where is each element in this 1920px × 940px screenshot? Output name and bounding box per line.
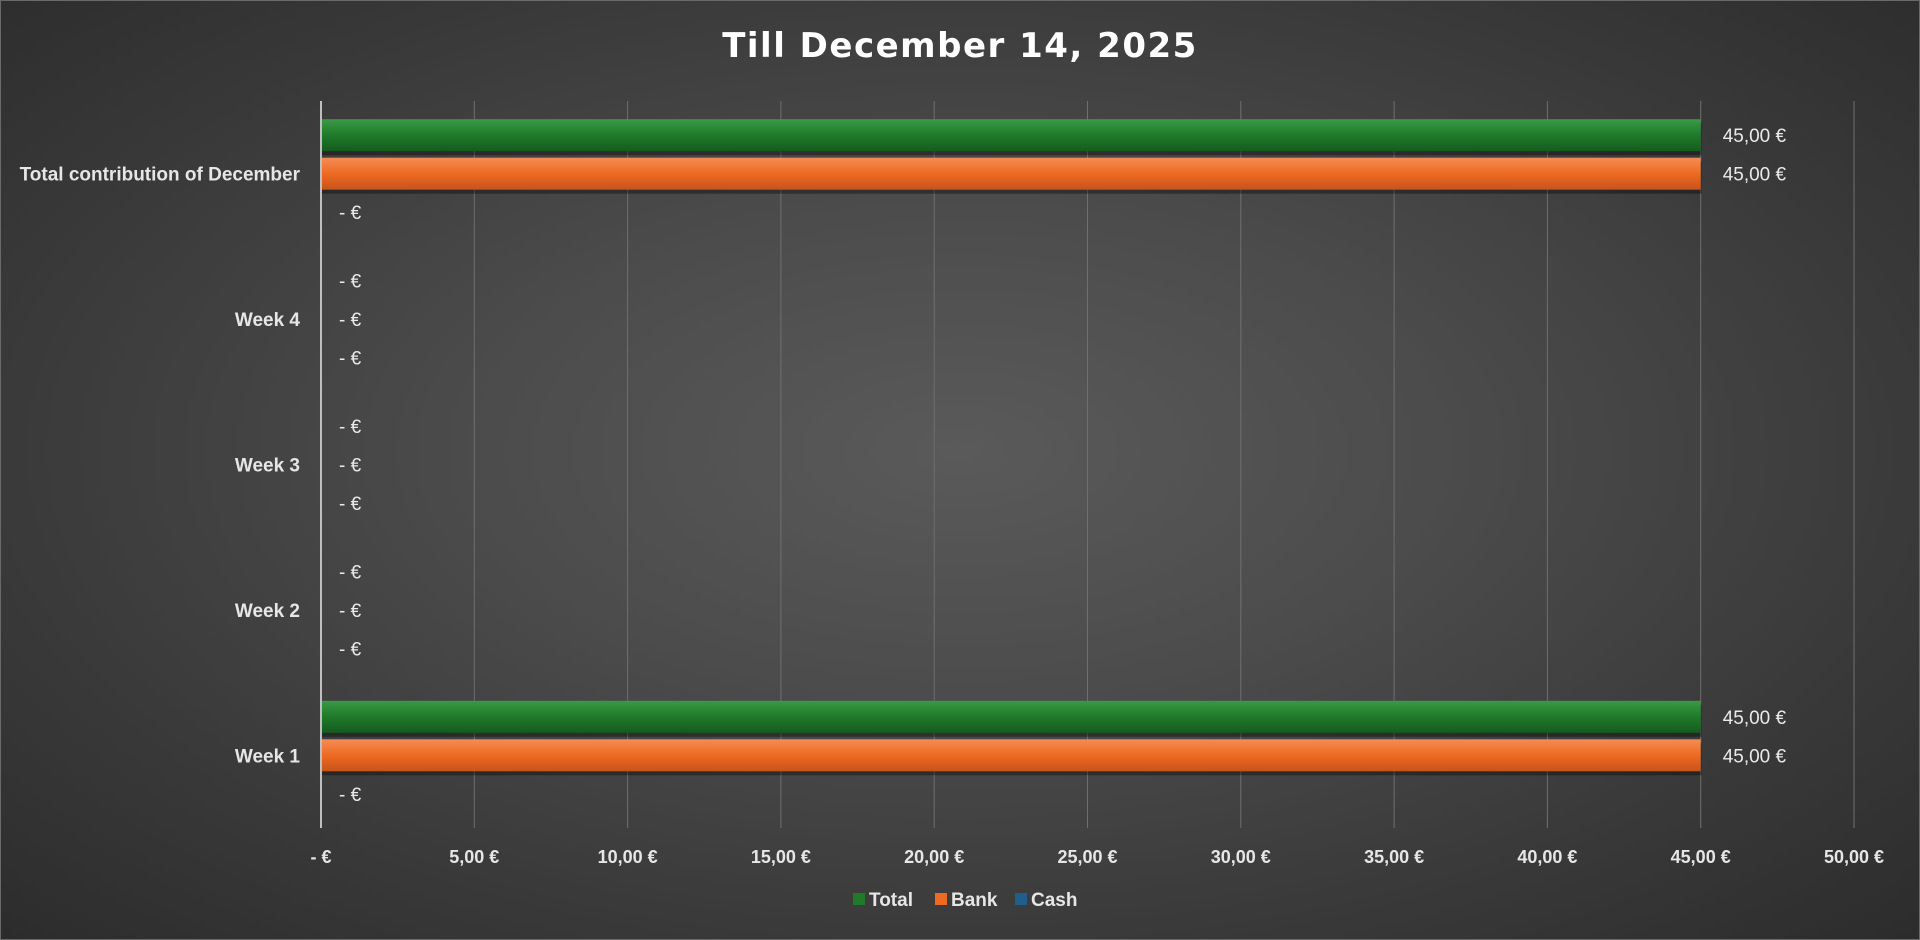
data-label: - € xyxy=(339,310,362,331)
data-label: - € xyxy=(339,785,362,806)
legend-swatch-cash xyxy=(1015,893,1027,905)
data-label: - € xyxy=(339,417,362,438)
category-label: Total contribution of December xyxy=(20,165,301,186)
data-label: - € xyxy=(339,639,362,660)
x-tick-label: 15,00 € xyxy=(751,847,811,867)
x-tick-label: 45,00 € xyxy=(1671,847,1731,867)
x-tick-label: 40,00 € xyxy=(1517,847,1577,867)
x-tick-label: 35,00 € xyxy=(1364,847,1424,867)
bar-bank xyxy=(322,739,1701,772)
x-tick-label: 30,00 € xyxy=(1211,847,1271,867)
bar-bank xyxy=(322,157,1701,190)
chart-title: Till December 14, 2025 xyxy=(722,26,1198,66)
bar-total xyxy=(322,119,1701,152)
legend-label-bank[interactable]: Bank xyxy=(951,890,998,911)
x-tick-label: 20,00 € xyxy=(904,847,964,867)
legend-swatch-bank xyxy=(935,893,947,905)
category-label: Week 1 xyxy=(235,746,301,767)
legend[interactable]: Total Bank Cash xyxy=(853,890,1077,911)
category-label: Week 3 xyxy=(235,456,300,477)
x-tick-label: 10,00 € xyxy=(598,847,658,867)
category-label: Week 2 xyxy=(235,601,300,622)
legend-label-cash[interactable]: Cash xyxy=(1031,890,1077,911)
category-labels: Week 1 Week 2 Week 3 Week 4 Total contributi… xyxy=(20,165,301,768)
data-label: 45,00 € xyxy=(1723,126,1787,147)
data-label: - € xyxy=(339,203,362,224)
category-label: Week 4 xyxy=(235,310,301,331)
data-label: 45,00 € xyxy=(1723,708,1787,729)
data-label: - € xyxy=(339,562,362,583)
x-tick-label: - € xyxy=(310,847,331,867)
data-labels: 45,00 € 45,00 € - € - € - € - € - € - € - € - € - … xyxy=(339,126,1787,806)
legend-swatch-total xyxy=(853,893,865,905)
bar-total xyxy=(322,700,1701,733)
gridlines xyxy=(320,101,1855,828)
bars xyxy=(322,119,1702,776)
data-label: 45,00 € xyxy=(1723,746,1787,767)
data-label: - € xyxy=(339,494,362,515)
data-label: - € xyxy=(339,272,362,293)
data-label: 45,00 € xyxy=(1723,165,1787,186)
data-label: - € xyxy=(339,601,362,622)
legend-label-total[interactable]: Total xyxy=(869,890,913,911)
data-label: - € xyxy=(339,349,362,370)
x-tick-label: 5,00 € xyxy=(449,847,499,867)
x-axis-tick-labels: - € 5,00 € 10,00 € 15,00 € 20,00 € 25,00 € 30,… xyxy=(310,847,1884,867)
x-tick-label: 25,00 € xyxy=(1057,847,1117,867)
data-label: - € xyxy=(339,456,362,477)
x-tick-label: 50,00 € xyxy=(1824,847,1884,867)
